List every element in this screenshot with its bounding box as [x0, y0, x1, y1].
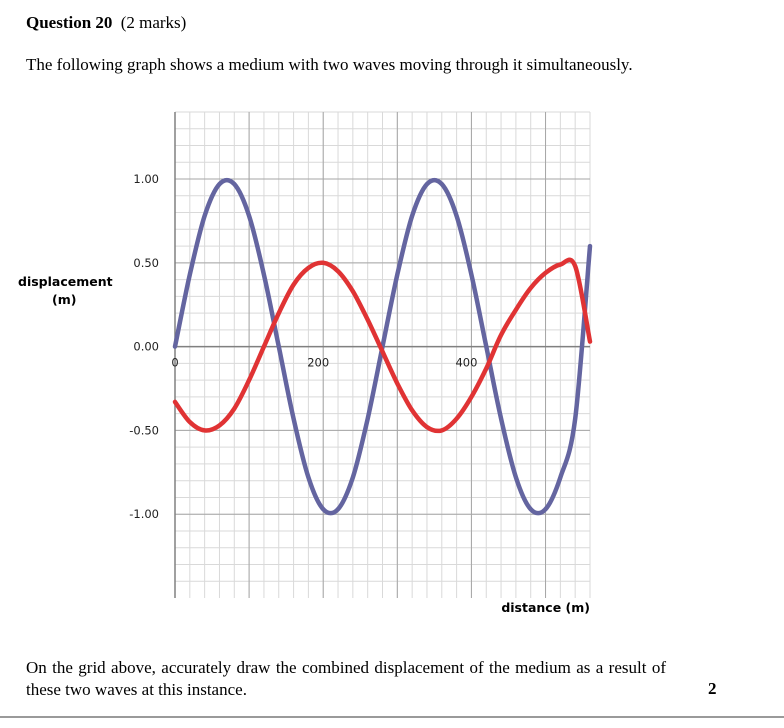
marks-value: 2	[708, 679, 717, 698]
bottom-divider	[0, 716, 784, 718]
question-instruction: On the grid above, accurately draw the c…	[26, 658, 666, 699]
y-tick-label: -1.00	[129, 507, 159, 521]
y-tick-label: -0.50	[129, 423, 159, 437]
wave-graph[interactable]: 1.00 0.50 0.00 -0.50 -1.00 0 200 400 distance (m…	[0, 0, 784, 640]
wave-line-red	[172, 257, 593, 434]
x-tick-label: 400	[455, 356, 477, 370]
y-axis-label: displacement (m)	[18, 273, 118, 309]
y-tick-label: 0.00	[133, 340, 159, 354]
wave-line-blue	[172, 177, 593, 516]
y-axis-label-line1: displacement	[18, 274, 113, 289]
y-tick-label: 1.00	[133, 172, 159, 186]
x-tick-label: 200	[307, 356, 329, 370]
question-heading: Question 20 (2 marks)	[26, 13, 186, 33]
y-tick-label: 0.50	[133, 256, 159, 270]
question-marks: (2 marks)	[120, 13, 187, 32]
question-number: Question 20	[26, 13, 113, 32]
x-tick-label: 0	[171, 356, 178, 370]
question-intro: The following graph shows a medium with …	[26, 55, 633, 74]
x-axis-label: distance (m)	[501, 600, 590, 615]
y-axis-label-line2: (m)	[52, 292, 77, 307]
